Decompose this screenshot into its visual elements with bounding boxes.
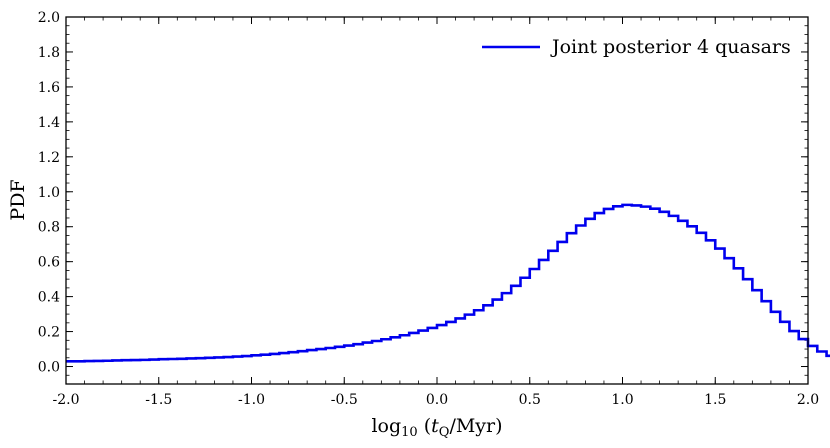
x-tick-label: -0.5 bbox=[331, 392, 358, 408]
series-step-line bbox=[66, 203, 830, 363]
y-tick-label: 0.8 bbox=[38, 220, 60, 236]
x-tick-label: 1.5 bbox=[704, 392, 726, 408]
x-tick-label: 0.0 bbox=[426, 392, 448, 408]
y-tick-label: 0.2 bbox=[38, 325, 60, 341]
x-tick-label: 2.0 bbox=[797, 392, 819, 408]
x-label-close: /Myr) bbox=[449, 415, 502, 437]
x-axis-label: log10 (tQ/Myr) bbox=[371, 415, 502, 440]
x-label-var-sub: Q bbox=[439, 425, 450, 440]
legend-label: Joint posterior 4 quasars bbox=[550, 36, 791, 58]
x-tick-label: 0.5 bbox=[519, 392, 541, 408]
x-tick-label: 1.0 bbox=[611, 392, 633, 408]
y-tick-label: 1.2 bbox=[38, 150, 60, 166]
x-label-func: log bbox=[371, 415, 401, 437]
y-tick-label: 1.4 bbox=[38, 115, 60, 131]
y-axis-label: PDF bbox=[7, 179, 29, 220]
x-tick-label: -1.5 bbox=[145, 392, 172, 408]
x-label-sub: 10 bbox=[401, 425, 418, 440]
y-tick-label: 1.0 bbox=[38, 185, 60, 201]
y-tick-label: 0.0 bbox=[38, 360, 60, 376]
x-tick-label: -1.0 bbox=[238, 392, 265, 408]
y-tick-labels: 0.0 0.2 0.4 0.6 0.8 1.0 1.2 1.4 1.6 1.8 2.0 bbox=[38, 10, 60, 376]
y-tick-label: 0.4 bbox=[38, 290, 60, 306]
plot-frame bbox=[65, 16, 809, 385]
x-tick-labels: -2.0 -1.5 -1.0 -0.5 0.0 0.5 1.0 1.5 2.0 bbox=[53, 392, 820, 408]
x-tick-label: -2.0 bbox=[53, 392, 80, 408]
x-label-var: t bbox=[431, 415, 439, 437]
legend: Joint posterior 4 quasars bbox=[482, 36, 791, 58]
y-tick-label: 0.6 bbox=[38, 255, 60, 271]
series-layer bbox=[66, 203, 830, 363]
y-tick-label: 2.0 bbox=[38, 10, 60, 26]
y-tick-label: 1.6 bbox=[38, 80, 60, 96]
y-tick-label: 1.8 bbox=[38, 45, 60, 61]
x-label-open: ( bbox=[418, 415, 431, 437]
